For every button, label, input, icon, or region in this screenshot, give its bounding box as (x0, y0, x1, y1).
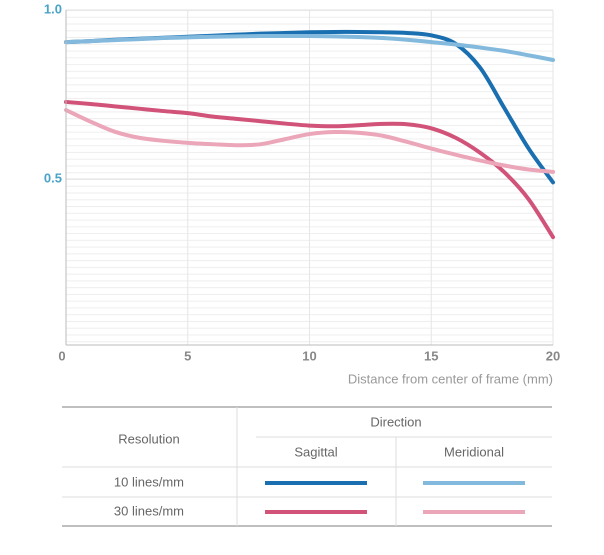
series-line (64, 108, 555, 174)
legend-column-label: Sagittal (294, 444, 337, 459)
x-tick-label: 15 (424, 348, 438, 363)
x-tick-label: 0 (58, 348, 65, 363)
series-line (64, 99, 555, 240)
legend-row-header: Resolution (118, 431, 179, 446)
legend-row-label: 10 lines/mm (114, 474, 184, 489)
lines (64, 29, 555, 240)
legend-column-label: Meridional (444, 444, 504, 459)
x-axis-label: Distance from center of frame (mm) (348, 371, 553, 386)
x-tick-label: 5 (184, 348, 191, 363)
legend-table: Resolution Direction Sagittal Meridional 1… (62, 406, 552, 527)
legend-row-label: 30 lines/mm (114, 503, 184, 518)
series-line (64, 34, 555, 63)
x-tick-label: 10 (302, 348, 316, 363)
y-tick-label: 0.5 (44, 170, 62, 185)
x-tick-label: 20 (546, 348, 560, 363)
y-tick-label: 1.0 (44, 1, 62, 16)
legend-column-group: Direction (370, 414, 421, 429)
